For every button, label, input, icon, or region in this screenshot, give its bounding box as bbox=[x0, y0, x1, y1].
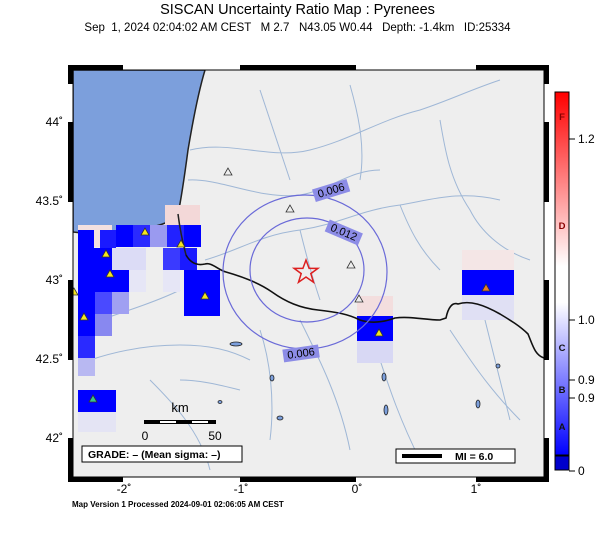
svg-text:0: 0 bbox=[578, 464, 585, 478]
svg-text:D: D bbox=[559, 221, 566, 232]
station-triangle-icon[interactable] bbox=[101, 249, 111, 258]
map-border-ticks bbox=[68, 65, 549, 482]
colorbar: F D C B A 1.2 1.0 0.9 0.9 0 bbox=[554, 91, 595, 478]
scale-bar: km 0 50 bbox=[142, 400, 222, 443]
svg-text:GRADE: – (Mean sigma: –): GRADE: – (Mean sigma: –) bbox=[88, 449, 220, 461]
latitude-labels: 44˚ 43.5˚ 43˚ 42.5˚ 42˚ bbox=[36, 115, 63, 445]
longitude-labels: -2˚ -1˚ 0˚ 1˚ bbox=[117, 482, 482, 496]
svg-text:-1˚: -1˚ bbox=[234, 482, 249, 496]
svg-text:0.9: 0.9 bbox=[578, 391, 595, 405]
station-triangle-icon[interactable] bbox=[105, 269, 115, 278]
station-triangle-icon[interactable] bbox=[140, 227, 150, 236]
svg-text:0.9: 0.9 bbox=[578, 373, 595, 387]
svg-text:0˚: 0˚ bbox=[352, 482, 363, 496]
station-triangle-icon[interactable] bbox=[354, 294, 364, 303]
rivers bbox=[89, 79, 531, 471]
border-france-spain bbox=[185, 254, 544, 359]
uncertainty-map[interactable]: 0.006 0.012 0.006 44˚ 43.5˚ 43˚ 42.5˚ 42… bbox=[0, 0, 595, 500]
svg-text:42.5˚: 42.5˚ bbox=[36, 352, 63, 366]
station-triangle-icon[interactable] bbox=[374, 328, 384, 337]
processing-footer: Map Version 1 Processed 2024-09-01 02:06… bbox=[72, 500, 284, 509]
uncertainty-cells bbox=[78, 205, 514, 432]
station-triangle-icon[interactable] bbox=[346, 260, 356, 269]
station-triangle-icon[interactable] bbox=[88, 394, 98, 403]
svg-text:B: B bbox=[559, 385, 566, 396]
svg-text:MI = 6.0: MI = 6.0 bbox=[455, 451, 493, 463]
svg-text:1.2: 1.2 bbox=[578, 132, 595, 146]
svg-text:A: A bbox=[559, 422, 566, 433]
station-triangle-icon[interactable] bbox=[481, 283, 491, 292]
epicenter-star-icon[interactable] bbox=[291, 257, 321, 285]
svg-text:50: 50 bbox=[208, 429, 222, 443]
grade-box: GRADE: – (Mean sigma: –) bbox=[81, 445, 243, 463]
event-info: Sep 1, 2024 02:04:02 AM CEST M 2.7 N43.0… bbox=[84, 22, 511, 34]
svg-text:0: 0 bbox=[142, 429, 149, 443]
svg-text:-2˚: -2˚ bbox=[117, 482, 132, 496]
svg-text:43˚: 43˚ bbox=[46, 273, 63, 287]
map-title: SISCAN Uncertainty Ratio Map : Pyrenees bbox=[160, 2, 435, 18]
svg-text:0.006: 0.006 bbox=[287, 346, 316, 362]
station-triangle-icon[interactable] bbox=[200, 291, 210, 300]
svg-text:42˚: 42˚ bbox=[46, 431, 63, 445]
mi-box: MI = 6.0 bbox=[395, 448, 516, 464]
svg-text:F: F bbox=[559, 112, 565, 123]
svg-text:1.0: 1.0 bbox=[578, 313, 595, 327]
svg-text:1˚: 1˚ bbox=[471, 482, 482, 496]
station-triangle-icon[interactable] bbox=[79, 312, 89, 321]
coastline bbox=[177, 213, 187, 256]
stations bbox=[70, 167, 491, 403]
contour-label-3: 0.006 bbox=[282, 344, 320, 363]
station-triangle-icon[interactable] bbox=[285, 204, 295, 213]
station-triangle-icon[interactable] bbox=[70, 287, 79, 296]
station-triangle-icon[interactable] bbox=[176, 239, 186, 248]
svg-text:44˚: 44˚ bbox=[46, 115, 63, 129]
reservoirs bbox=[217, 341, 501, 421]
station-triangle-icon[interactable] bbox=[223, 167, 233, 176]
svg-text:C: C bbox=[559, 343, 566, 354]
svg-text:43.5˚: 43.5˚ bbox=[36, 194, 63, 208]
svg-text:km: km bbox=[171, 400, 188, 415]
